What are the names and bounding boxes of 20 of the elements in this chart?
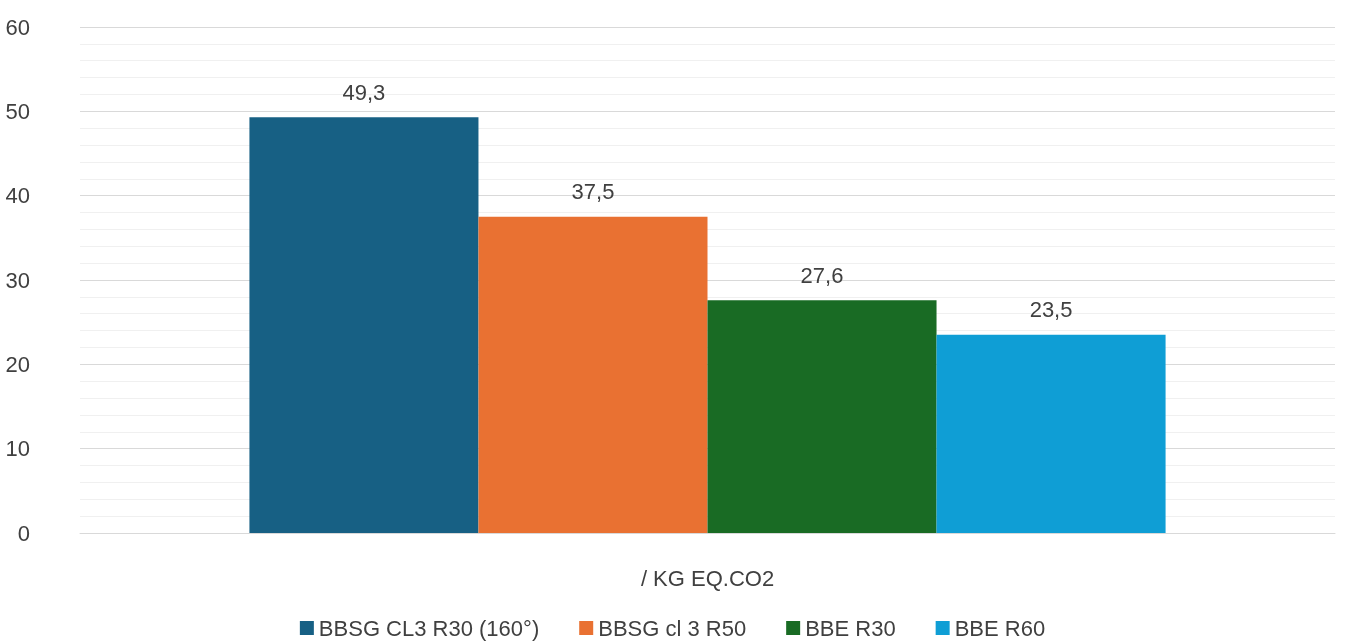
y-tick-label: 40 <box>5 183 30 209</box>
data-label: 49,3 <box>342 79 386 105</box>
bar <box>707 300 937 533</box>
data-label: 23,5 <box>1029 297 1073 323</box>
y-tick-label: 10 <box>5 436 30 462</box>
x-tick-label: / KG EQ.CO2 <box>640 565 775 591</box>
bar <box>478 216 708 533</box>
legend-label: BBE R30 <box>805 615 896 641</box>
legend-label: BBSG CL3 R30 (160°) <box>318 615 540 641</box>
data-label: 37,5 <box>571 179 615 205</box>
y-tick-label: 20 <box>5 351 30 377</box>
y-tick-label: 60 <box>5 14 30 40</box>
bar <box>249 117 479 533</box>
y-tick-label: 0 <box>17 520 30 546</box>
data-label: 27,6 <box>800 262 844 288</box>
y-tick-label: 50 <box>5 98 30 124</box>
bar <box>936 334 1166 533</box>
y-tick-label: 30 <box>5 267 30 293</box>
legend-label: BBE R60 <box>954 615 1046 641</box>
legend-label: BBSG cl 3 R50 <box>598 615 747 641</box>
